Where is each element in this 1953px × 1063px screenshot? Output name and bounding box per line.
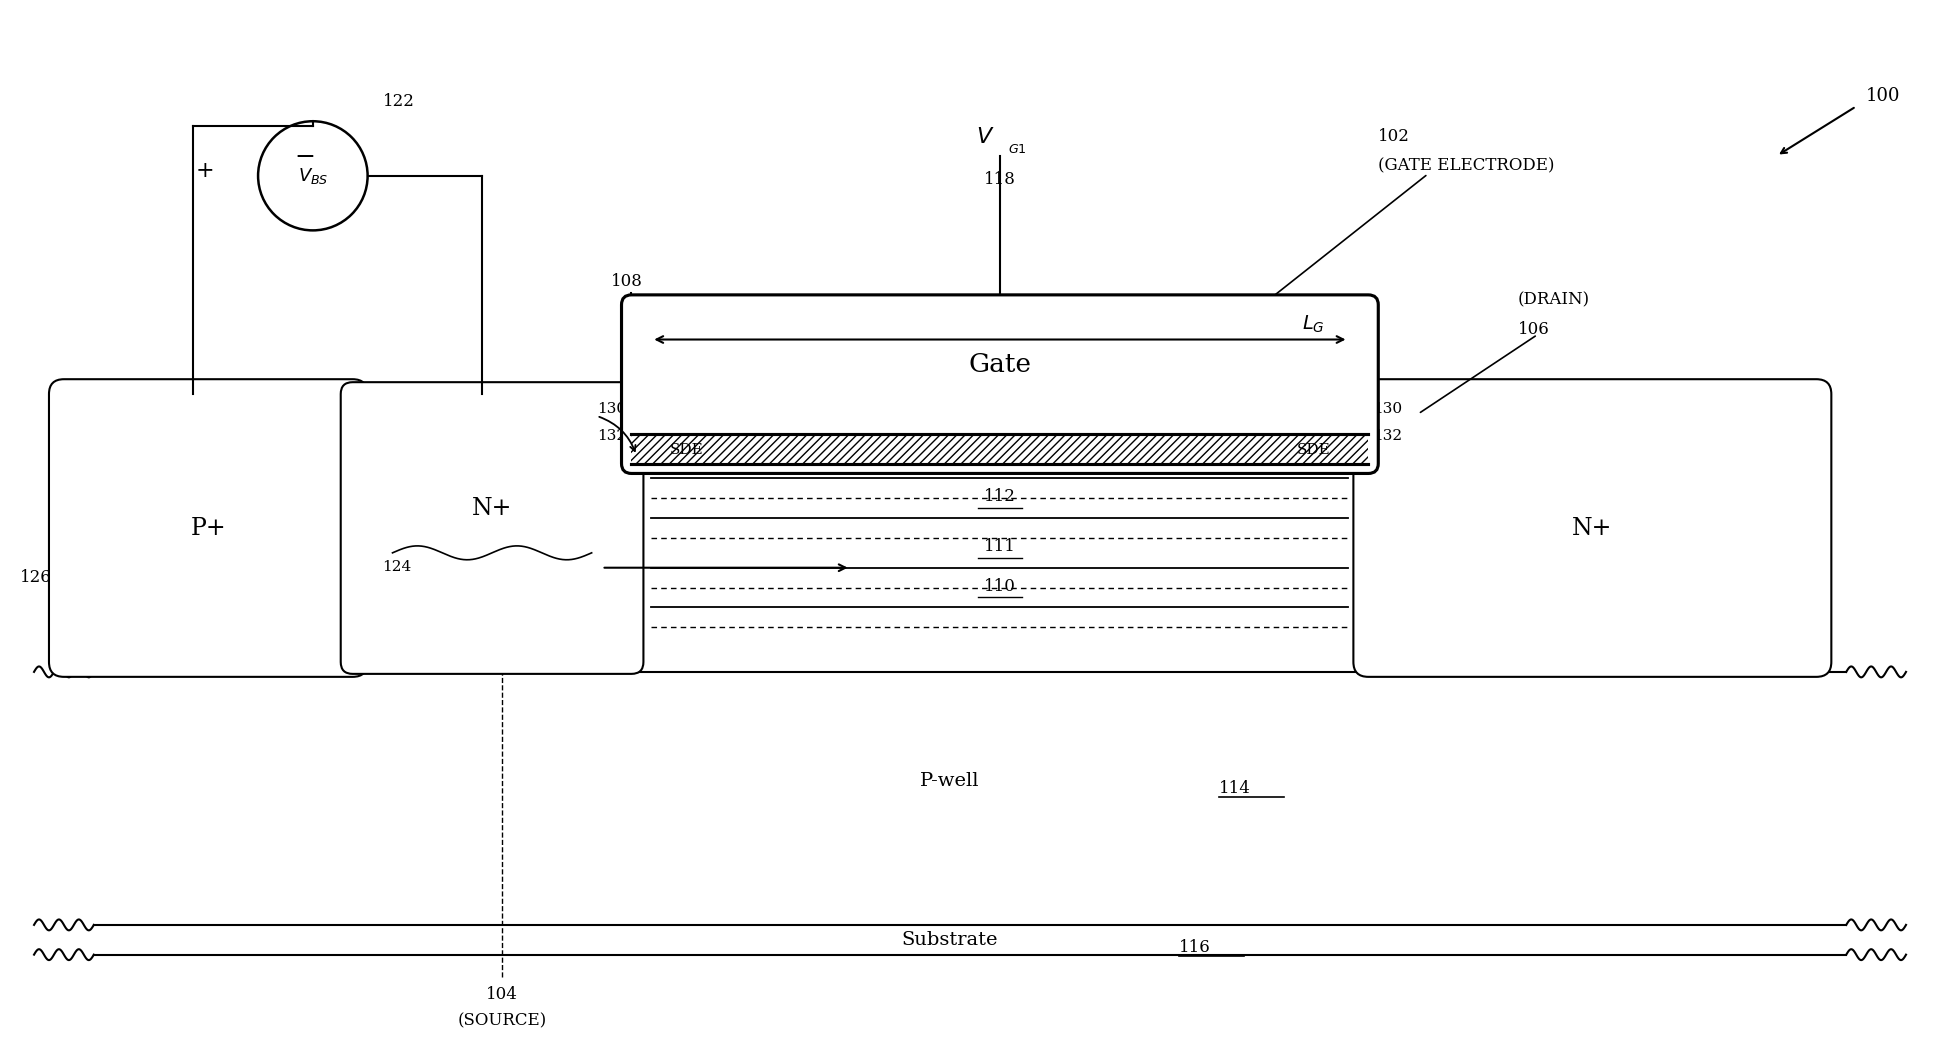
Text: 100: 100	[1867, 87, 1900, 105]
Text: 124: 124	[383, 560, 412, 574]
Text: SDE: SDE	[670, 442, 703, 457]
Text: $_{G1}$: $_{G1}$	[1008, 138, 1027, 156]
Text: 110: 110	[984, 577, 1016, 594]
Text: (DRAIN): (DRAIN)	[1517, 291, 1590, 308]
Text: 112: 112	[984, 488, 1016, 505]
Text: Gate: Gate	[969, 352, 1031, 376]
Text: 102: 102	[1379, 128, 1410, 145]
Text: 132: 132	[598, 428, 627, 443]
Text: SDE: SDE	[1297, 442, 1330, 457]
Text: 116: 116	[1180, 940, 1211, 957]
Bar	[631, 434, 1369, 463]
Text: 118: 118	[984, 171, 1016, 188]
Text: +: +	[195, 159, 215, 182]
Text: 108: 108	[611, 273, 643, 290]
FancyBboxPatch shape	[621, 294, 1379, 473]
Text: 130: 130	[598, 402, 627, 416]
Text: 126: 126	[20, 569, 53, 586]
Text: N+: N+	[1572, 517, 1613, 540]
Text: $V_{BS}$: $V_{BS}$	[297, 166, 328, 186]
Text: Substrate: Substrate	[902, 931, 998, 949]
Text: $L_G$: $L_G$	[1303, 314, 1324, 335]
FancyBboxPatch shape	[340, 383, 643, 674]
Text: 111: 111	[984, 538, 1016, 555]
Text: 114: 114	[1219, 780, 1250, 797]
Text: (SOURCE): (SOURCE)	[457, 1013, 547, 1030]
Text: P-well: P-well	[920, 772, 980, 790]
Text: (GATE ELECTRODE): (GATE ELECTRODE)	[1379, 157, 1555, 174]
Text: −: −	[295, 147, 314, 169]
FancyBboxPatch shape	[49, 379, 367, 677]
Text: 130: 130	[1373, 402, 1402, 416]
Text: 132: 132	[1373, 428, 1402, 443]
Text: 104: 104	[486, 985, 518, 1002]
Text: N+: N+	[473, 496, 512, 520]
Text: 122: 122	[383, 92, 414, 109]
Text: P+: P+	[191, 517, 227, 540]
Text: $V$: $V$	[976, 126, 994, 148]
Text: 113: 113	[984, 449, 1016, 466]
FancyBboxPatch shape	[1353, 379, 1832, 677]
Text: 106: 106	[1517, 321, 1549, 338]
